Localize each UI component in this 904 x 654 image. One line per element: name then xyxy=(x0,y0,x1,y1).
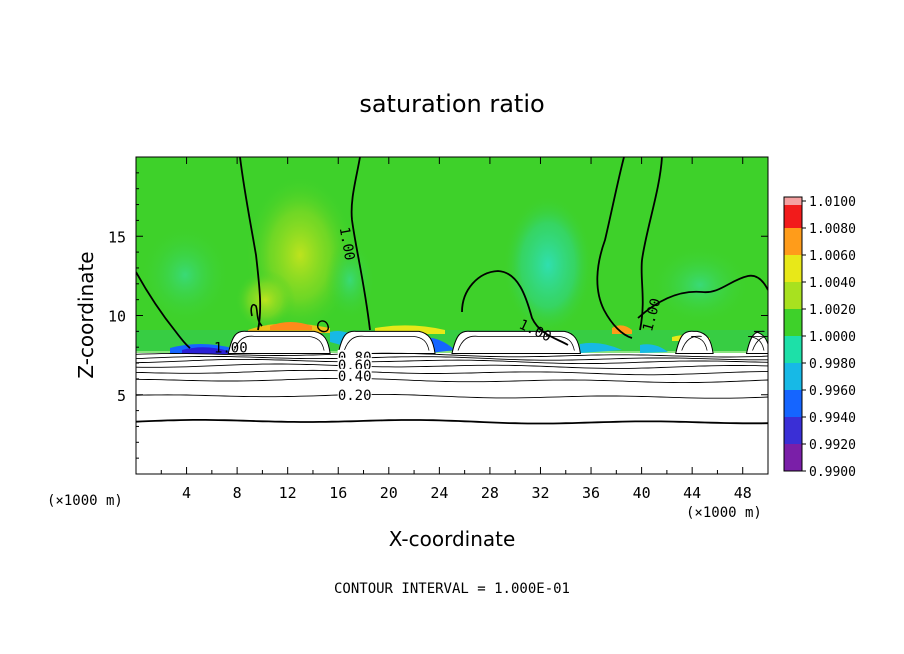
region-contour xyxy=(233,335,325,351)
contour-label-bg xyxy=(337,387,372,401)
subsaturated-rim xyxy=(580,342,622,353)
colorbar-label: 0.9940 xyxy=(809,411,856,426)
region-contour xyxy=(681,335,708,351)
colorbar-swatch xyxy=(784,228,802,255)
x-tick-label: 16 xyxy=(329,484,347,502)
contour-line xyxy=(136,419,768,425)
subsaturated-plume xyxy=(140,225,230,325)
x-tick-label: 12 xyxy=(279,484,297,502)
subsaturated-plume xyxy=(650,245,750,325)
contour-1-00 xyxy=(350,157,371,331)
colorbar: 0.9900 0.9920 0.9940 0.9960 0.9980 1.0000 1.00… xyxy=(783,195,856,480)
subsaturated-region xyxy=(675,330,714,355)
contour-label-bg xyxy=(337,368,372,382)
subsaturated-regions xyxy=(227,330,768,355)
contour-line xyxy=(136,355,768,361)
subsaturated-plume xyxy=(325,240,375,320)
contour-line xyxy=(136,393,768,399)
contour-1-00 xyxy=(639,157,663,331)
colorbar-label: 1.0040 xyxy=(809,276,856,291)
subsaturated-rim xyxy=(182,347,228,354)
subsaturated-rim xyxy=(640,344,668,353)
x-tick-label: 4 xyxy=(182,484,191,502)
contour-label: 1.00 xyxy=(214,340,248,356)
colorbar-swatch xyxy=(784,201,802,228)
colorbar-label: 0.9920 xyxy=(809,438,856,453)
contour-label: 0.20 xyxy=(338,388,372,404)
x-tick-label: 36 xyxy=(582,484,600,502)
x-tick-label: 40 xyxy=(633,484,651,502)
colorbar-label: 1.0020 xyxy=(809,303,856,318)
y-tick-label: 10 xyxy=(108,308,126,326)
contour-1-00 xyxy=(136,271,191,349)
colorbar-label: 1.0060 xyxy=(809,249,856,264)
x-tick-label: 44 xyxy=(683,484,701,502)
colorbar-swatch xyxy=(784,444,802,471)
contour-1-00 xyxy=(637,274,768,319)
subsaturated-region xyxy=(745,330,768,355)
contour-label: 0.40 xyxy=(338,369,372,385)
x-tick-label: 28 xyxy=(481,484,499,502)
contour-line xyxy=(136,377,768,384)
colorbar-label: 1.0100 xyxy=(809,195,856,210)
y-axis-unit: (×1000 m) xyxy=(47,493,123,509)
x-tick-label: 48 xyxy=(734,484,752,502)
colorbar-label: 0.9900 xyxy=(809,465,856,480)
supersaturated-plume xyxy=(235,270,295,330)
colorbar-swatch xyxy=(784,309,802,336)
colorbar-label: 0.9960 xyxy=(809,384,856,399)
contour-1-00 xyxy=(317,320,330,333)
contour-line xyxy=(136,358,768,365)
colorbar-frame xyxy=(783,196,803,472)
colorbar-swatch xyxy=(784,255,802,282)
contour-label-bg xyxy=(337,357,372,371)
colorbar-label: 1.0080 xyxy=(809,222,856,237)
x-axis-ticks: 4 8 12 16 20 24 28 32 36 40 44 48 xyxy=(160,157,752,502)
contour-1-00 xyxy=(461,270,569,346)
x-tick-label: 20 xyxy=(380,484,398,502)
contour-1-00 xyxy=(250,303,263,327)
subsaturated-region xyxy=(337,330,436,355)
x-tick-label: 32 xyxy=(531,484,549,502)
low-contours xyxy=(136,352,768,425)
contour-line xyxy=(136,363,768,369)
subsaturated-plume xyxy=(503,195,593,335)
colorbar-label: 0.9980 xyxy=(809,357,856,372)
contour-1-00 xyxy=(239,157,262,331)
x-axis-label: X-coordinate xyxy=(389,527,516,551)
x-tick-label: 24 xyxy=(430,484,448,502)
colorbar-swatch xyxy=(784,282,802,309)
subsaturated-region xyxy=(227,330,331,355)
contour-label: 1.00 xyxy=(336,226,358,262)
colorbar-label: 1.0000 xyxy=(809,330,856,345)
region-contour xyxy=(747,335,768,351)
contour-1-00 xyxy=(596,157,633,339)
subsaturated-region xyxy=(451,330,581,355)
colorbar-swatch xyxy=(784,197,802,205)
supersaturated-rim xyxy=(270,322,312,330)
colorbar-swatch xyxy=(784,363,802,390)
y-axis-label: Z-coordinate xyxy=(74,251,98,378)
region-contour xyxy=(457,335,575,351)
region-contour xyxy=(343,335,430,351)
x-tick-label: 8 xyxy=(233,484,242,502)
y-axis-ticks: 5 10 15 xyxy=(108,172,768,459)
contour-interval-note: CONTOUR INTERVAL = 1.000E-01 xyxy=(334,581,570,597)
y-tick-label: 5 xyxy=(117,387,126,405)
chart-title: saturation ratio xyxy=(359,90,544,118)
heatmap-field: 1.001.001.001.000.800.600.400.20 xyxy=(136,157,768,474)
contour-line xyxy=(136,352,768,358)
x-axis-unit: (×1000 m) xyxy=(686,505,762,521)
colorbar-swatch xyxy=(784,336,802,363)
colorbar-swatch xyxy=(784,417,802,444)
contour-line xyxy=(136,369,768,376)
y-tick-label: 15 xyxy=(108,228,126,246)
colorbar-swatch xyxy=(784,390,802,417)
